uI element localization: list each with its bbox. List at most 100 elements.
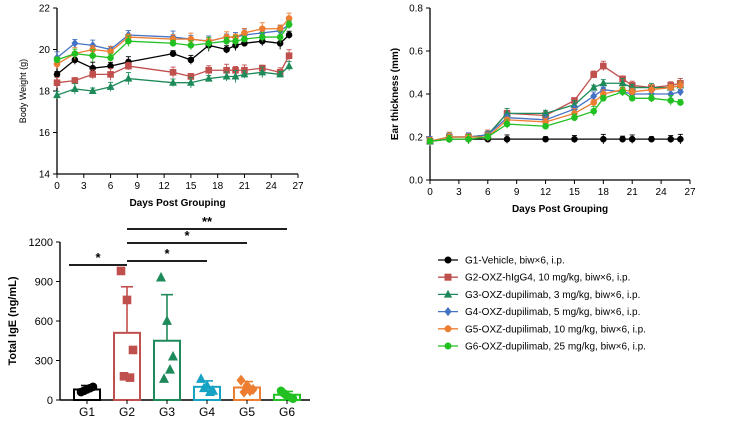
x-tick-label: 21	[627, 187, 639, 198]
data-point	[258, 67, 267, 76]
data-point	[571, 114, 578, 121]
data-point	[222, 72, 231, 80]
bar-group-g4	[193, 373, 221, 402]
x-tick-label: G4	[199, 405, 215, 419]
data-point	[648, 135, 655, 143]
data-point	[122, 295, 132, 305]
x-tick-label: 27	[684, 187, 696, 198]
data-point	[465, 135, 472, 143]
data-point	[590, 91, 598, 101]
data-point	[186, 78, 195, 86]
data-point	[223, 37, 230, 45]
x-tick-label: 3	[81, 181, 87, 192]
y-tick-label: 22	[39, 4, 51, 15]
data-point	[198, 382, 210, 393]
data-point	[232, 37, 239, 45]
data-point	[589, 83, 598, 91]
data-point	[571, 135, 578, 143]
legend-item: G4-OXZ-dupilimab, 5 mg/kg, biw×6, i.p.	[438, 307, 640, 318]
x-tick-label: 24	[266, 181, 278, 192]
significance-label: *	[184, 228, 190, 243]
data-point	[667, 84, 675, 91]
data-point	[89, 71, 97, 78]
data-point	[167, 350, 179, 361]
legend-item: G6-OXZ-dupilimab, 25 mg/kg, biw×6, i.p.	[438, 342, 646, 353]
y-tick-label: 0.0	[409, 176, 423, 187]
data-point	[71, 38, 79, 48]
y-tick-label: 18	[39, 87, 51, 98]
x-axis-label: Days Post Grouping	[129, 198, 225, 209]
data-point	[600, 62, 607, 70]
data-point	[106, 82, 115, 90]
data-point	[590, 71, 598, 78]
x-tick-label: 0	[427, 187, 433, 198]
y-tick-label: 0	[47, 395, 53, 407]
significance-bracket: **	[127, 214, 287, 230]
data-point	[590, 99, 598, 106]
significance-label: *	[95, 250, 101, 265]
bar-group-g6	[273, 386, 301, 403]
x-tick-label: 12	[159, 181, 171, 192]
data-point	[676, 87, 684, 97]
data-point	[128, 345, 138, 355]
data-point	[618, 78, 627, 87]
y-tick-label: 20	[39, 45, 51, 56]
x-axis-label: Days Post Grouping	[512, 204, 608, 215]
series-line	[429, 65, 681, 142]
x-tick-label: G2	[119, 405, 135, 419]
data-point	[619, 135, 626, 143]
data-point	[628, 95, 636, 102]
bar-group-g2	[113, 266, 141, 402]
data-point	[245, 385, 255, 397]
total-ige-chart: 0 300 600 900 1200 Total IgE (ng/mL) G1 G2 G3 G4 G…	[7, 214, 310, 419]
data-point	[161, 315, 173, 325]
data-point	[158, 373, 170, 383]
data-point	[677, 135, 684, 143]
significance-label: *	[164, 246, 170, 261]
series-line	[56, 65, 290, 96]
data-point	[205, 66, 213, 74]
data-point	[258, 33, 266, 41]
y-tick-label: 0.6	[409, 47, 423, 58]
bar-group-g5	[233, 374, 261, 402]
x-tick-label: 27	[292, 181, 304, 192]
data-point	[169, 69, 177, 76]
y-tick-label: 1200	[29, 237, 53, 249]
data-point	[600, 95, 607, 102]
data-point	[484, 133, 492, 141]
data-point	[619, 88, 626, 96]
data-point	[542, 135, 549, 143]
y-tick-label: 300	[35, 356, 53, 368]
legend-label: G2-OXZ-hIgG4, 10 mg/kg, biw×6, i.p.	[465, 273, 630, 284]
data-point	[169, 78, 177, 86]
data-point	[71, 77, 79, 84]
x-tick-label: G3	[159, 405, 175, 419]
x-tick-label: G5	[239, 405, 255, 419]
data-point	[231, 72, 240, 80]
data-point	[285, 31, 293, 39]
x-tick-label: G1	[79, 405, 95, 419]
y-tick-label: 14	[39, 170, 51, 181]
series-6	[53, 20, 293, 64]
data-point	[542, 122, 549, 130]
data-point	[164, 364, 176, 374]
legend-label: G4-OXZ-dupilimab, 5 mg/kg, biw×6, i.p.	[465, 307, 640, 318]
data-point	[445, 135, 453, 143]
legend-marker	[444, 256, 452, 264]
data-point	[628, 88, 636, 96]
x-tick-label: 18	[598, 187, 610, 198]
data-point	[648, 95, 655, 102]
data-point	[107, 71, 114, 78]
x-tick-label: 21	[239, 181, 251, 192]
data-point	[169, 39, 177, 47]
x-tick-label: 9	[514, 187, 520, 198]
data-point	[240, 69, 249, 78]
data-point	[187, 56, 195, 64]
data-point	[125, 37, 132, 45]
data-point	[70, 84, 79, 92]
data-point	[187, 42, 195, 49]
y-tick-label: 16	[39, 128, 51, 139]
data-point	[628, 135, 636, 143]
legend-label: G3-OXZ-dupilimab, 3 mg/kg, biw×6, i.p.	[465, 290, 640, 301]
